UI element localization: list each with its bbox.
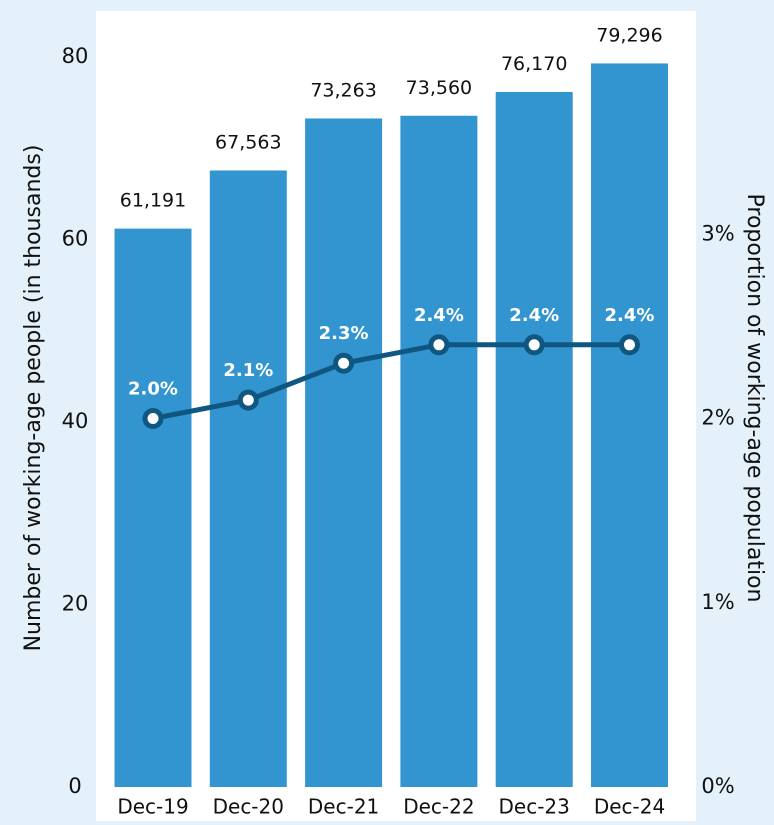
bar-value-label: 79,296 <box>596 24 662 46</box>
right-tick-label: 3% <box>701 221 734 245</box>
x-tick-label: Dec-19 <box>117 795 188 819</box>
bar <box>591 63 668 787</box>
line-point <box>523 334 545 356</box>
x-tick-label: Dec-20 <box>213 795 284 819</box>
bar <box>495 91 573 788</box>
bar <box>400 115 478 787</box>
left-tick-label: 80 <box>62 44 89 68</box>
left-tick-label: 40 <box>62 409 89 433</box>
line-value-label: 2.4% <box>414 305 464 326</box>
left-tick-label: 0 <box>68 774 81 798</box>
bars-group <box>114 63 668 788</box>
x-axis-ticks: Dec-19 Dec-20 Dec-21 Dec-22 Dec-23 Dec-24 <box>117 795 665 819</box>
line-point <box>333 352 355 374</box>
left-axis-ticks: 0 20 40 60 80 <box>62 44 89 798</box>
right-tick-label: 1% <box>701 590 734 614</box>
line-point <box>142 408 164 429</box>
x-tick-label: Dec-24 <box>594 795 665 819</box>
bar <box>305 118 383 788</box>
left-tick-label: 20 <box>62 592 89 616</box>
bar <box>114 228 192 787</box>
right-axis-title: Proportion of working-age population <box>742 194 767 603</box>
bar-value-label: 73,560 <box>406 77 472 99</box>
line-value-label: 2.3% <box>319 323 369 344</box>
right-tick-label: 2% <box>701 406 734 430</box>
bar <box>209 170 287 788</box>
right-axis-ticks: 0% 1% 2% 3% <box>701 221 734 798</box>
bar-value-label: 67,563 <box>215 131 281 153</box>
x-tick-label: Dec-21 <box>308 795 379 819</box>
line-series-path <box>152 342 630 421</box>
line-point <box>237 389 259 411</box>
bar-value-label: 73,263 <box>310 79 376 101</box>
line-point <box>428 334 450 356</box>
x-tick-label: Dec-22 <box>403 795 474 819</box>
bar-labels-group: 61,191 67,563 73,263 73,560 76,170 79,296 <box>120 24 663 211</box>
bar-value-label: 76,170 <box>501 53 567 75</box>
x-tick-label: Dec-23 <box>499 795 570 819</box>
line-point <box>619 334 640 356</box>
left-tick-label: 60 <box>62 227 89 251</box>
right-tick-label: 0% <box>701 774 734 798</box>
line-series-group: 2.0% 2.1% 2.3% 2.4% 2.4% 2.4% <box>128 305 655 429</box>
bar-value-label: 61,191 <box>120 190 186 212</box>
line-value-label: 2.1% <box>223 360 273 381</box>
line-value-label: 2.4% <box>509 305 559 326</box>
line-value-label: 2.0% <box>128 379 178 400</box>
line-value-label: 2.4% <box>605 305 655 326</box>
left-axis-title: Number of working-age people (in thousan… <box>21 145 46 652</box>
